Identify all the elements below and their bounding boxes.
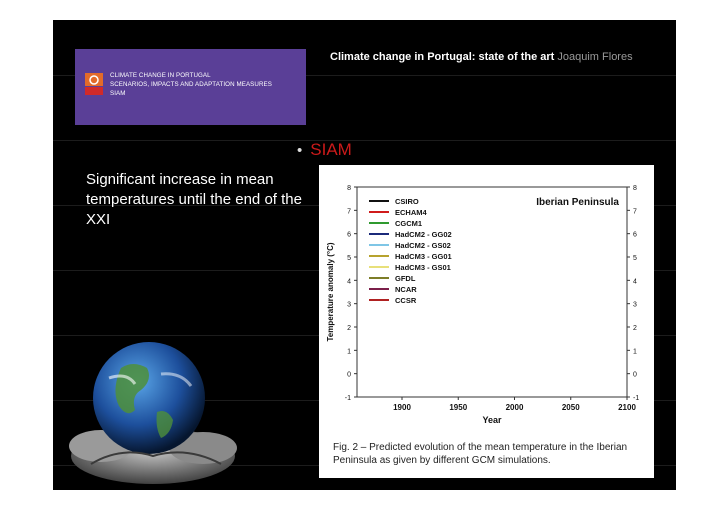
y-tick-label: 6 [347,232,351,239]
divider [53,140,676,141]
figure-caption: Fig. 2 – Predicted evolution of the mean… [333,442,628,466]
y-axis-label: Temperature anomaly (°C) [326,242,335,341]
y-tick-label-right: 4 [633,278,637,285]
bullet-dot-icon: • [297,142,303,159]
divider [53,75,676,76]
y-tick-label-right: 7 [633,208,637,215]
y-tick-label-right: 0 [633,372,637,379]
legend-label: HadCM3 - GS01 [395,263,451,272]
y-tick-label: 7 [347,208,351,215]
x-tick-label: 2000 [506,403,524,412]
y-tick-label: 4 [347,278,351,285]
temperature-chart: 1900 1950 2000 2050 2100-1 -10 01 12 23 34 45 56 67 7… [326,185,639,425]
header-title: Climate change in Portugal: state of the… [330,51,555,63]
y-tick-label-right: 2 [633,325,637,332]
header-author: Joaquim Flores [557,51,633,63]
x-axis-label: Year [482,415,502,425]
x-tick-label: 1900 [393,403,411,412]
legend-label: HadCM2 - GG02 [395,230,452,239]
legend-label: CCSR [395,296,417,305]
bullet-heading: • SIAM [297,140,352,160]
y-tick-label-right: -1 [633,395,639,402]
y-tick-label-right: 6 [633,232,637,239]
bullet-text: SIAM [310,140,352,159]
y-tick-label: 2 [347,325,351,332]
banner-line: CLIMATE CHANGE IN PORTUGAL [110,72,211,79]
siam-banner: CLIMATE CHANGE IN PORTUGAL SCENARIOS, IM… [75,49,306,125]
siam-logo-icon [85,73,103,95]
chart-title: Iberian Peninsula [536,197,619,208]
earth-in-hands-image [69,342,237,484]
y-tick-label: 8 [347,185,351,192]
legend-label: CGCM1 [395,219,422,228]
y-tick-label-right: 8 [633,185,637,192]
legend-label: GFDL [395,274,416,283]
y-tick-label: 5 [347,255,351,262]
x-tick-label: 2100 [618,403,636,412]
legend-label: ECHAM4 [395,208,427,217]
y-tick-label: 0 [347,372,351,379]
y-tick-label-right: 5 [633,255,637,262]
slide-header: Climate change in Portugal: state of the… [330,51,633,63]
y-tick-label-right: 3 [633,302,637,309]
x-tick-label: 2050 [562,403,580,412]
slide: CLIMATE CHANGE IN PORTUGAL SCENARIOS, IM… [53,20,676,490]
legend-label: HadCM2 - GS02 [395,241,451,250]
legend-label: NCAR [395,285,417,294]
y-tick-label: -1 [345,395,351,402]
y-tick-label-right: 1 [633,348,637,355]
legend-label: HadCM3 - GG01 [395,252,452,261]
plot-frame [356,186,628,398]
y-tick-label: 1 [347,348,351,355]
banner-line: SCENARIOS, IMPACTS AND ADAPTATION MEASUR… [110,81,273,88]
body-text: Significant increase in mean temperature… [86,171,302,228]
figure: 1900 1950 2000 2050 2100 -1 -1 0 0 1 1 2 2 3 3 4 4 5 5 6 6 7 7… [319,165,654,478]
banner-text: CLIMATE CHANGE IN PORTUGAL SCENARIOS, IM… [110,71,272,98]
legend-label: CSIRO [395,197,419,206]
y-tick-label: 3 [347,302,351,309]
x-tick-label: 1950 [449,403,467,412]
banner-line: SIAM [110,90,126,97]
